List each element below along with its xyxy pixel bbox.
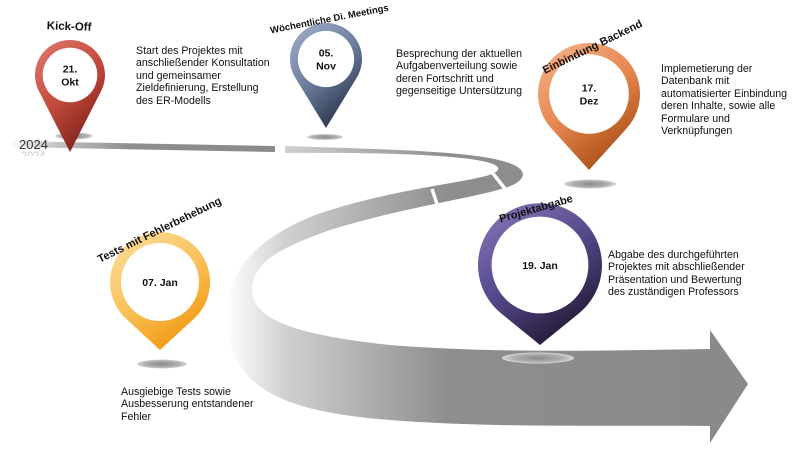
description-meetings: Besprechung der aktuellen Aufgabenvertei… <box>396 48 522 98</box>
description-kickoff: Start des Projektes mit anschließender K… <box>136 45 270 107</box>
road-arrow-head <box>710 330 748 443</box>
pin-meetings: 05.Nov <box>290 23 362 128</box>
pin-date-label: Nov <box>316 61 336 73</box>
title-kickoff: Kick-Off <box>47 20 92 34</box>
pin-date-label: 19. Jan <box>522 260 558 272</box>
year-label-reflection: 2024 <box>21 151 53 156</box>
pin-kickoff: 21.Okt <box>35 40 105 152</box>
description-abgabe: Abgabe des durchgeführten Projektes mit … <box>608 249 745 299</box>
pin-date-label: 07. Jan <box>142 277 178 289</box>
description-backend: Implemetierung der Datenbank mit automat… <box>661 63 787 137</box>
description-tests: Ausgiebige Tests sowie Ausbesserung ents… <box>121 386 254 423</box>
pin-date-label: 21. <box>63 64 78 76</box>
pin-date-label: Okt <box>61 77 79 89</box>
year-label: 2024 <box>19 137 48 152</box>
pin-date-label: 05. <box>319 48 334 60</box>
pin-date-label: 17. <box>582 83 597 95</box>
pin-date-label: Dez <box>580 96 599 108</box>
pin-abgabe: 19. Jan <box>478 203 602 345</box>
